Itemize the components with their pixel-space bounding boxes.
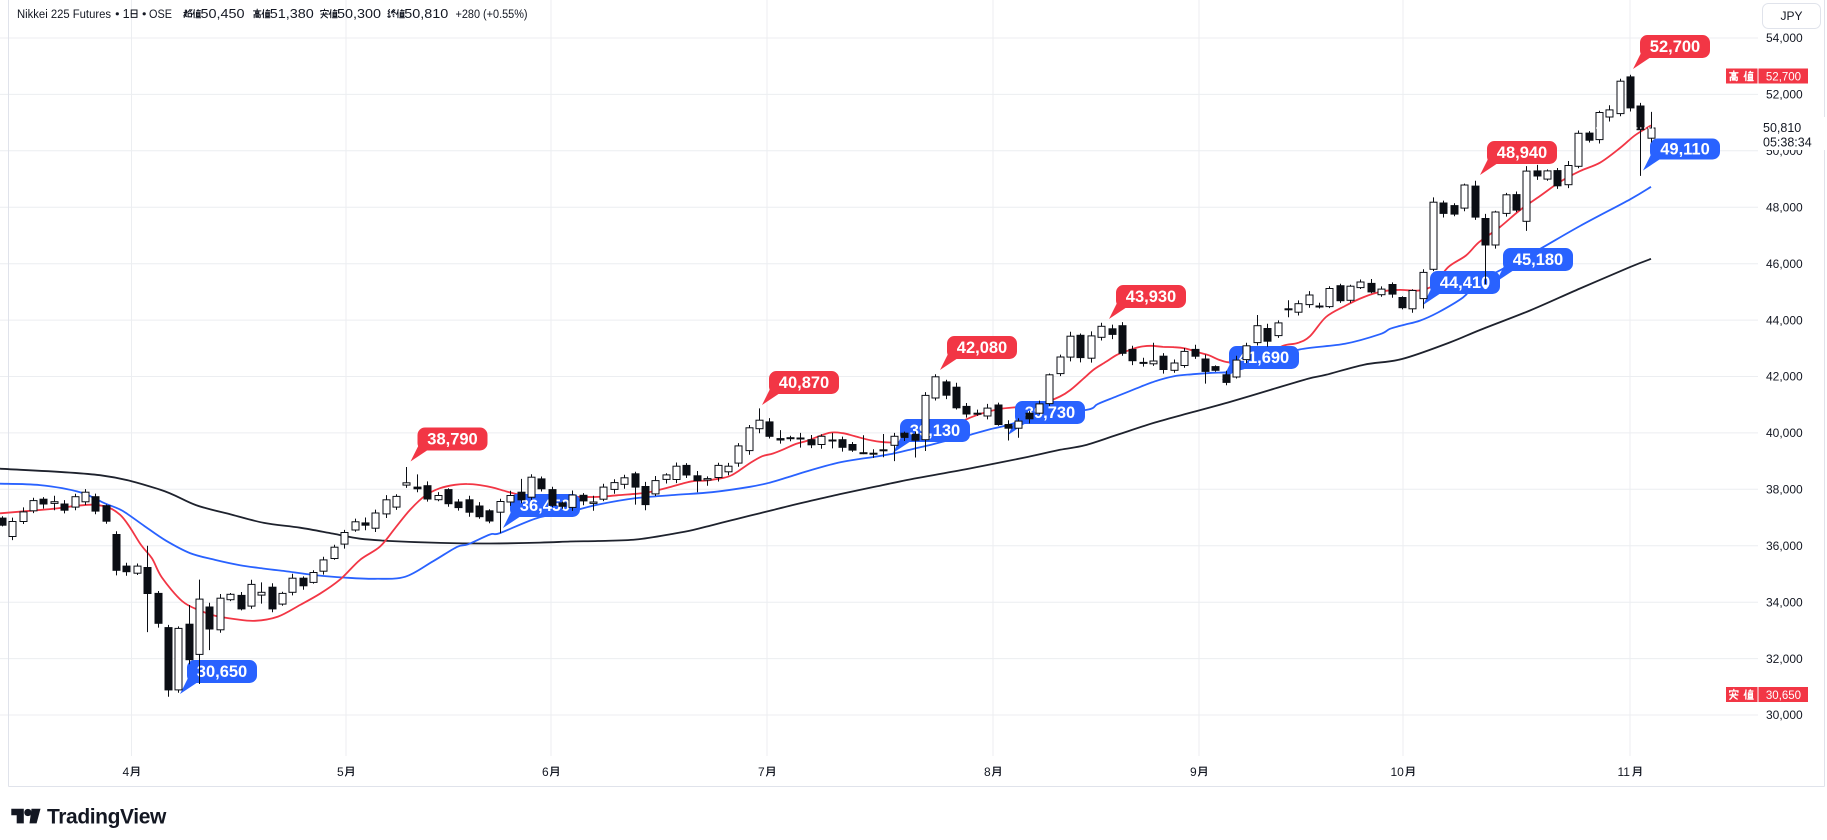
svg-text:OSE: OSE	[149, 7, 172, 21]
svg-text:50,810: 50,810	[404, 7, 448, 21]
svg-text:40,000: 40,000	[1766, 426, 1803, 440]
svg-text:46,000: 46,000	[1766, 257, 1803, 271]
svg-text:40,870: 40,870	[779, 374, 829, 392]
svg-text:50,300: 50,300	[337, 7, 381, 21]
svg-text:52,000: 52,000	[1766, 88, 1803, 102]
svg-text:TradingView: TradingView	[47, 806, 167, 829]
svg-text:1: 1	[123, 7, 130, 21]
svg-text:30,650: 30,650	[1766, 690, 1801, 702]
svg-text:49,110: 49,110	[1660, 141, 1710, 159]
svg-text:38,790: 38,790	[427, 431, 477, 449]
svg-text:50,450: 50,450	[201, 7, 245, 21]
svg-text:7: 7	[758, 765, 765, 779]
svg-text:45,180: 45,180	[1513, 251, 1563, 269]
svg-text:05:38:34: 05:38:34	[1763, 136, 1812, 150]
svg-text:34,000: 34,000	[1766, 595, 1803, 609]
svg-text:52,700: 52,700	[1766, 71, 1801, 83]
svg-text:42,080: 42,080	[957, 339, 1007, 357]
svg-text:36,000: 36,000	[1766, 539, 1803, 553]
svg-text:48,940: 48,940	[1497, 144, 1547, 162]
svg-text:+280 (+0.55%): +280 (+0.55%)	[456, 7, 528, 21]
svg-text:9: 9	[1190, 765, 1197, 779]
svg-text:52,700: 52,700	[1650, 38, 1700, 56]
svg-text:6: 6	[542, 765, 549, 779]
svg-text:50,810: 50,810	[1763, 121, 1801, 135]
svg-text:10: 10	[1391, 765, 1405, 779]
svg-text:44,410: 44,410	[1440, 274, 1490, 292]
svg-text:38,000: 38,000	[1766, 483, 1803, 497]
svg-text:5: 5	[337, 765, 344, 779]
svg-text:32,000: 32,000	[1766, 652, 1803, 666]
svg-text:Nikkei 225 Futures: Nikkei 225 Futures	[17, 7, 111, 21]
svg-text:30,650: 30,650	[197, 663, 247, 681]
svg-text:48,000: 48,000	[1766, 201, 1803, 215]
svg-text:42,000: 42,000	[1766, 370, 1803, 384]
svg-text:8: 8	[984, 765, 991, 779]
svg-text:41,690: 41,690	[1239, 349, 1289, 367]
svg-text:44,000: 44,000	[1766, 313, 1803, 327]
svg-text:54,000: 54,000	[1766, 31, 1803, 45]
svg-text:JPY: JPY	[1780, 9, 1802, 23]
svg-text:11: 11	[1618, 765, 1631, 779]
svg-text:43,930: 43,930	[1126, 288, 1176, 306]
svg-text:4: 4	[123, 765, 130, 779]
svg-text:36,450: 36,450	[520, 497, 570, 515]
svg-text:30,000: 30,000	[1766, 708, 1803, 722]
svg-text:51,380: 51,380	[270, 7, 314, 21]
